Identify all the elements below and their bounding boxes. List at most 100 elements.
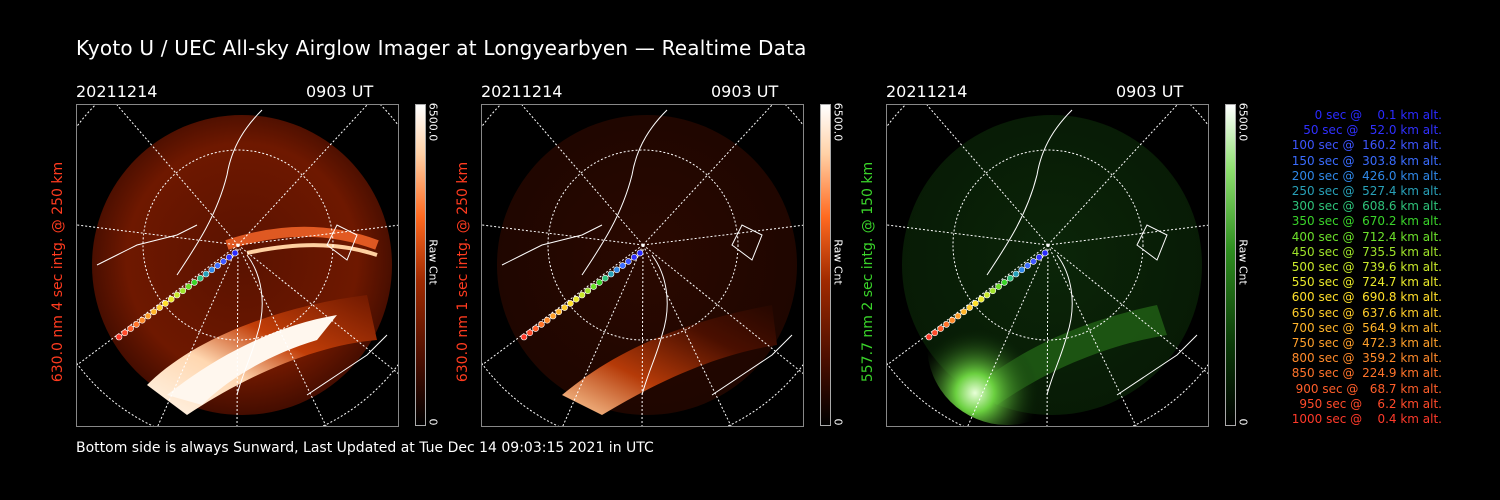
legend-entry: 1000 sec @ 0.4 km alt.	[1291, 412, 1442, 427]
trajectory-point	[948, 316, 956, 324]
trajectory-point	[567, 300, 574, 307]
trajectory-point	[555, 308, 563, 316]
legend-entry: 50 sec @ 52.0 km alt.	[1295, 123, 1442, 138]
trajectory-legend: 0 sec @ 0.1 km alt. 50 sec @ 52.0 km alt…	[1250, 108, 1442, 427]
legend-entry: 850 sec @ 224.9 km alt.	[1287, 366, 1442, 381]
trajectory-point	[1035, 253, 1043, 261]
legend-entry: 0 sec @ 0.1 km alt.	[1303, 108, 1442, 122]
trajectory-point	[208, 266, 216, 274]
imager-panel-630-4s: 20211214 0903 UT 630.0 nm 4 sec intg. @ …	[50, 82, 496, 432]
panel-date: 20211214	[76, 82, 158, 101]
trajectory-point	[225, 253, 233, 261]
legend-entry: 950 sec @ 6.2 km alt.	[1295, 396, 1442, 411]
colorbar-label: Raw Cnt	[426, 239, 440, 285]
trajectory-point	[636, 249, 644, 257]
legend-entry: 250 sec @ 527.4 km alt.	[1287, 184, 1442, 199]
trajectory-point	[121, 329, 129, 337]
trajectory-markers	[520, 249, 644, 341]
trajectory-point	[989, 287, 997, 295]
trajectory-point	[185, 283, 192, 290]
imager-panel-630-1s: 20211214 0903 UT 630.0 nm 1 sec intg. @ …	[455, 82, 901, 432]
trajectory-point	[144, 312, 152, 320]
allsky-image	[76, 104, 399, 427]
panel-ylabel: 557.7 nm 2 sec intg. @ 150 km	[860, 161, 876, 383]
trajectory-point	[925, 333, 933, 341]
trajectory-point	[561, 304, 568, 311]
colorbar	[415, 104, 426, 426]
legend-entry: 600 sec @ 690.8 km alt.	[1287, 290, 1442, 305]
trajectory-point	[977, 295, 985, 303]
legend-entry: 400 sec @ 712.4 km alt.	[1287, 229, 1442, 244]
legend-entry: 900 sec @ 68.7 km alt.	[1291, 381, 1442, 396]
legend-entry: 200 sec @ 426.0 km alt.	[1287, 168, 1442, 183]
colorbar	[1225, 104, 1236, 426]
trajectory-point	[601, 274, 609, 282]
panel-time: 0903 UT	[711, 82, 779, 101]
trajectory-point	[133, 321, 140, 328]
trajectory-point	[960, 308, 968, 316]
trajectory-point	[191, 279, 198, 286]
legend-entry: 150 sec @ 303.8 km alt.	[1287, 153, 1442, 168]
colorbar-min: 0	[426, 418, 440, 426]
trajectory-point	[532, 325, 539, 332]
footer-note: Bottom side is always Sunward, Last Upda…	[76, 440, 654, 456]
trajectory-point	[196, 274, 204, 282]
trajectory-point	[1041, 249, 1049, 257]
colorbar-max: 6500.0	[831, 102, 845, 142]
imager-panel-557-2s: 20211214 0903 UT 557.7 nm 2 sec intg. @ …	[860, 82, 1306, 432]
trajectory-point	[943, 321, 950, 328]
colorbar-min: 0	[1236, 418, 1250, 426]
trajectory-point	[138, 316, 146, 324]
colorbar-max: 6500.0	[1236, 102, 1250, 142]
colorbar-label: Raw Cnt	[1236, 239, 1250, 285]
allsky-image	[886, 104, 1209, 427]
legend-entry: 300 sec @ 608.6 km alt.	[1287, 199, 1442, 214]
trajectory-point	[231, 249, 239, 257]
allsky-image	[481, 104, 804, 427]
trajectory-point	[596, 279, 603, 286]
trajectory-point	[1001, 279, 1008, 286]
trajectory-point	[983, 291, 991, 299]
trajectory-point	[613, 266, 621, 274]
trajectory-point	[220, 258, 227, 265]
trajectory-point	[156, 304, 163, 311]
panel-time: 0903 UT	[306, 82, 374, 101]
trajectory-point	[590, 283, 597, 290]
legend-entry: 100 sec @ 160.2 km alt.	[1287, 138, 1442, 153]
trajectory-markers	[115, 249, 239, 341]
trajectory-markers	[925, 249, 1049, 341]
trajectory-point	[526, 329, 534, 337]
trajectory-point	[162, 300, 169, 307]
trajectory-point	[954, 312, 962, 320]
trajectory-point	[549, 312, 557, 320]
trajectory-point	[538, 321, 545, 328]
trajectory-point	[931, 329, 939, 337]
panel-date: 20211214	[481, 82, 563, 101]
colorbar-min: 0	[831, 418, 845, 426]
trajectory-point	[619, 262, 626, 269]
legend-entry: 450 sec @ 735.5 km alt.	[1287, 244, 1442, 259]
trajectory-point	[150, 308, 158, 316]
trajectory-point	[966, 304, 973, 311]
trajectory-point	[214, 262, 221, 269]
trajectory-point	[167, 295, 175, 303]
trajectory-point	[1018, 266, 1026, 274]
colorbar-label: Raw Cnt	[831, 239, 845, 285]
trajectory-point	[995, 283, 1002, 290]
panel-time: 0903 UT	[1116, 82, 1184, 101]
trajectory-point	[520, 333, 528, 341]
legend-entry: 800 sec @ 359.2 km alt.	[1287, 351, 1442, 366]
trajectory-point	[1030, 258, 1037, 265]
trajectory-point	[173, 291, 181, 299]
panel-ylabel: 630.0 nm 1 sec intg. @ 250 km	[455, 161, 471, 383]
trajectory-point	[578, 291, 586, 299]
legend-entry: 500 sec @ 739.6 km alt.	[1287, 260, 1442, 275]
trajectory-point	[630, 253, 638, 261]
trajectory-point	[1012, 270, 1020, 278]
colorbar	[820, 104, 831, 426]
trajectory-point	[115, 333, 123, 341]
legend-entry: 750 sec @ 472.3 km alt.	[1287, 336, 1442, 351]
trajectory-point	[543, 316, 551, 324]
legend-entry: 550 sec @ 724.7 km alt.	[1287, 275, 1442, 290]
trajectory-point	[972, 300, 979, 307]
